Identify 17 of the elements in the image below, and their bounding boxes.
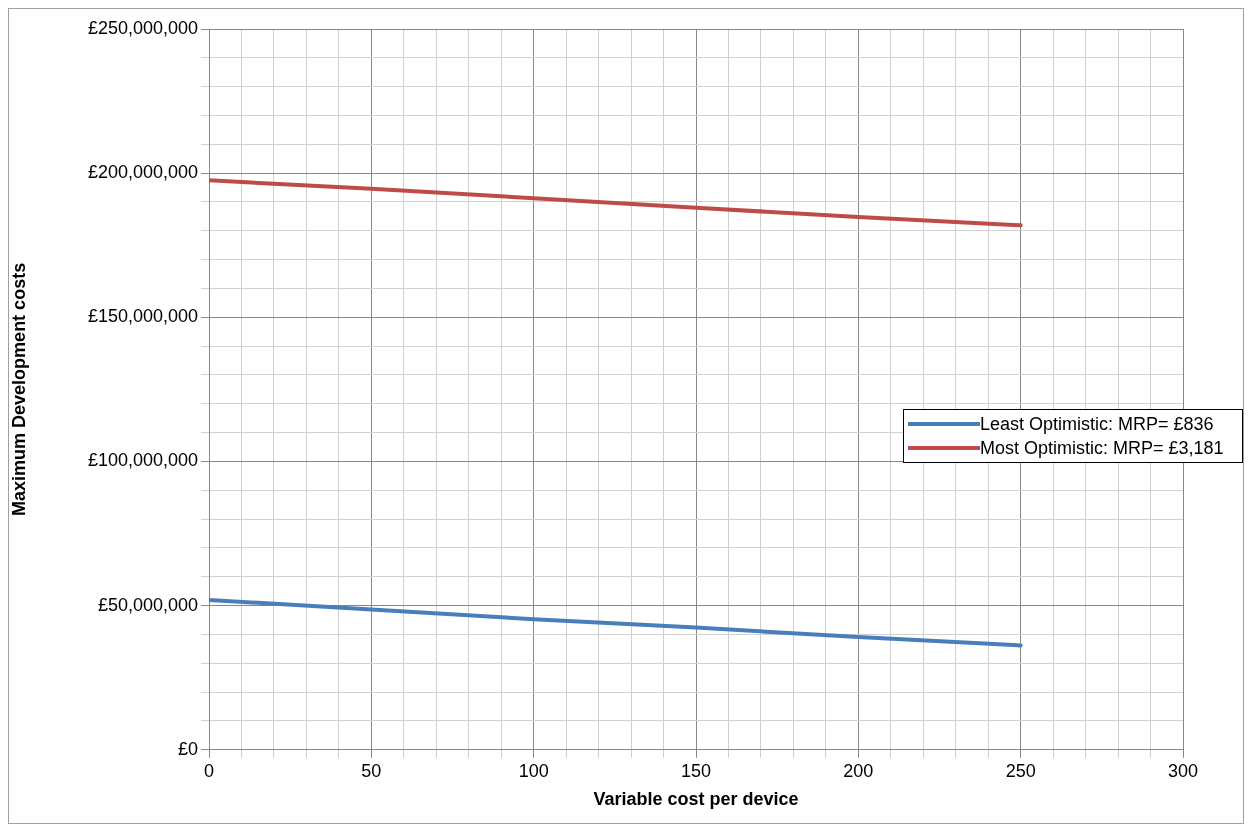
legend-label: Least Optimistic: MRP= £836 [980, 413, 1214, 436]
x-tick-label: 150 [680, 760, 712, 781]
x-tick-label: 200 [843, 760, 874, 781]
y-tick-label: £250,000,000 [87, 17, 198, 38]
x-tick-label: 100 [518, 760, 549, 781]
legend-label: Most Optimistic: MRP= £3,181 [980, 437, 1224, 460]
y-tick-label: £100,000,000 [87, 450, 198, 471]
y-tick-label: £0 [177, 738, 198, 759]
x-tick-label: 250 [1005, 760, 1036, 781]
y-tick-label: £200,000,000 [87, 162, 198, 183]
x-tick-label: 0 [203, 760, 215, 781]
y-tick-label: £50,000,000 [97, 594, 198, 615]
y-axis-title: Maximum Development costs [8, 262, 29, 516]
y-tick-label: £150,000,000 [87, 306, 198, 327]
x-tick-label: 300 [1167, 760, 1199, 781]
x-tick-label: 50 [361, 760, 382, 781]
x-axis-title: Variable cost per device [593, 789, 799, 810]
